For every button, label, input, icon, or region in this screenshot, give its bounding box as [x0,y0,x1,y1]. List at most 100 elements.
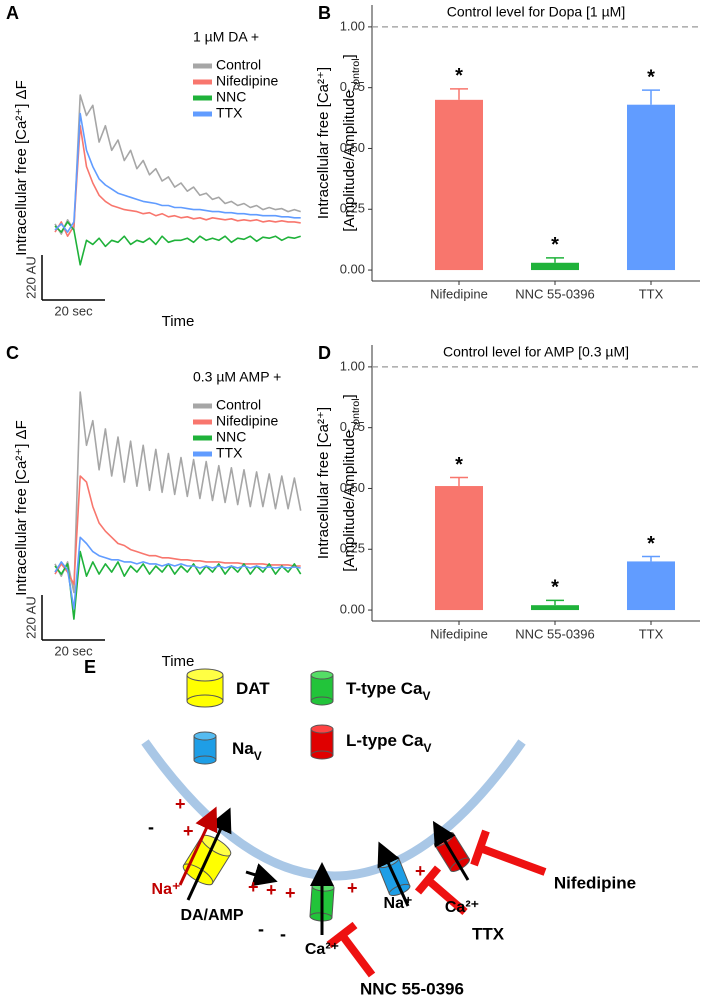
text-part: [Amplitude/Amplitude [341,430,358,572]
legend-swatch [193,419,212,425]
y-axis-label: [Amplitude/Amplitudecontrol] [341,394,362,571]
charge: - [258,919,264,939]
significance-mark: * [647,66,655,88]
trace [54,550,302,620]
bar [627,104,675,271]
charge: + [415,861,426,881]
x-axis-label: Time [162,653,195,670]
legend-label: Nifedipine [216,413,278,429]
legend-label: NNC [216,89,246,105]
significance-mark: * [647,533,655,555]
panel-label: E [84,657,96,677]
subscript: V [423,689,431,703]
blockers [326,829,547,978]
y-tick-label: 1.00 [340,358,365,373]
substrate-label: DA/AMP [180,907,243,924]
trace [54,221,301,266]
text-part: Na [232,739,254,758]
legend-label: TTX [216,105,243,121]
flux-arrow [432,820,470,881]
text-part: ] [341,394,358,398]
y-tick-label: 0.50 [340,140,365,155]
x-tick-label: Nifedipine [430,286,488,301]
flux-arrow [178,806,218,886]
y-tick-label: 0.75 [340,79,365,94]
reference-label: Control level for AMP [0.3 µM] [443,344,629,360]
legend-label: DAT [236,679,270,698]
bar [531,262,579,271]
charge: + [183,821,194,841]
l-type-icon [310,724,334,760]
text-part: T-type Ca [346,679,423,698]
trace [54,536,301,610]
x-tick-label: TTX [639,626,664,641]
bar [627,561,675,611]
subscript: V [254,749,262,763]
text-part: L-type Ca [346,731,424,750]
x-axis-label: Time [162,313,195,330]
scale-bar-label: 20 sec [54,643,93,658]
charge: - [280,924,286,944]
y-axis-label: Intracellular free [Ca²⁺] ΔF [13,80,30,256]
scale-bar-label: 20 sec [54,303,93,318]
flux-arrow [245,863,278,887]
significance-mark: * [551,234,559,256]
legend-label: T-type CaV [346,679,431,703]
text-part: Intracellular free [Ca²⁺] [315,67,332,219]
y-tick-label: 0.00 [340,261,365,276]
significance-mark: * [551,577,559,599]
legend-swatch [193,95,212,101]
y-tick-label: 0.75 [340,419,365,434]
legend-label: Control [216,397,261,413]
charge: + [175,794,186,814]
scale-bar-label: 220 AU [23,596,38,639]
legend-swatch [193,63,212,69]
x-tick-label: Nifedipine [430,626,488,641]
subscript: V [423,741,431,755]
scale-bar-label: 220 AU [23,256,38,299]
legend-label: NNC [216,429,246,445]
legend-swatch [193,111,212,117]
text-part: ] [341,54,358,58]
panel-label: C [6,343,19,363]
subscript: control [350,398,362,430]
blocker-label: NNC 55-0396 [360,979,464,998]
x-tick-label: NNC 55-0396 [515,286,595,301]
text-part: DAT [236,679,270,698]
y-tick-label: 1.00 [340,18,365,33]
legend-label: NaV [232,739,262,763]
bar [531,605,579,611]
significance-mark: * [455,454,463,476]
trace [54,391,302,594]
legend-swatch [193,451,212,457]
y-axis-label: Intracellular free [Ca²⁺] [315,407,332,559]
legend-label: L-type CaV [346,731,431,755]
nav-icon [193,731,217,765]
y-tick-label: 0.00 [340,601,365,616]
legend-label: TTX [216,445,243,461]
trace [54,475,301,586]
charge: + [266,880,277,900]
panel-label: B [318,3,331,23]
text-part: Intracellular free [Ca²⁺] [315,407,332,559]
t-type-icon [310,670,334,706]
charge: + [347,878,358,898]
ion-label: Ca²⁺ [445,899,479,916]
ion-label: Na⁺ [384,895,413,912]
legend-swatch [193,403,212,409]
y-tick-label: 0.50 [340,480,365,495]
bar [435,99,483,271]
trace [54,94,301,235]
x-tick-label: TTX [639,286,664,301]
flux-arrow [186,807,232,901]
trace [54,112,301,233]
legend-swatch [193,79,212,85]
significance-mark: * [455,65,463,87]
legend-swatch [193,435,212,441]
trace [54,124,301,237]
legend-title: 0.3 µM AMP + [193,369,281,385]
blocker-label: Nifedipine [554,873,636,892]
legend-title: 1 µM DA + [193,29,259,45]
legend-label: Nifedipine [216,73,278,89]
subscript: control [350,58,362,90]
